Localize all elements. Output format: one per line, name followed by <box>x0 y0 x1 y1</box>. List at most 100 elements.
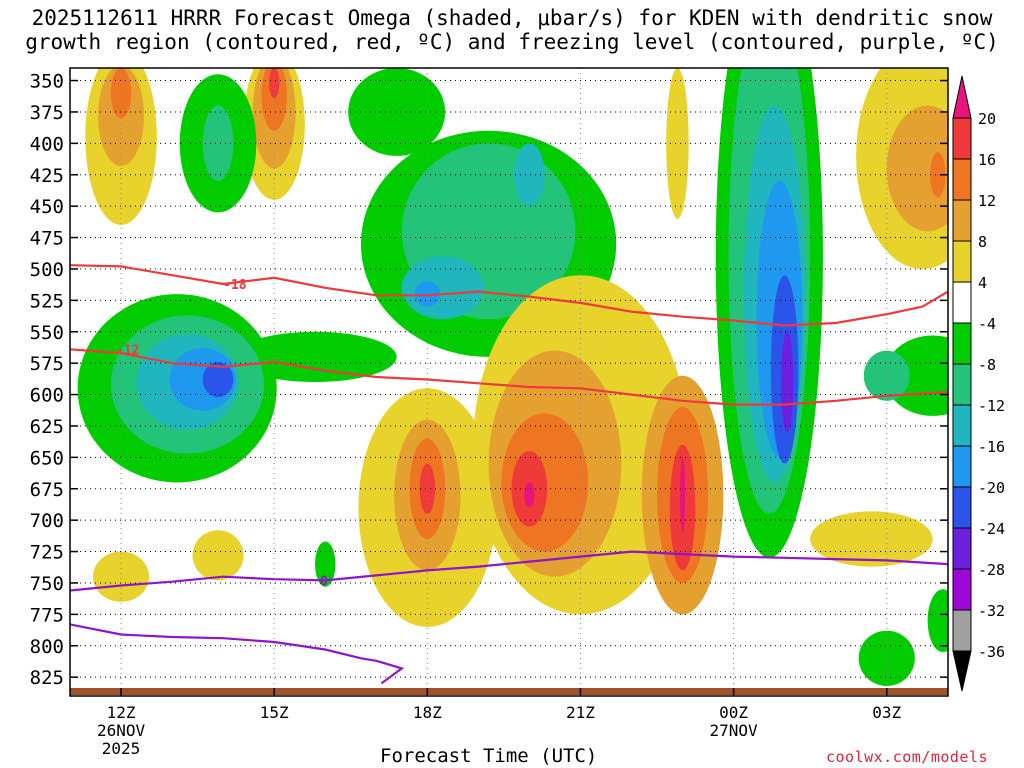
omega-shade-10-3 <box>680 457 686 533</box>
colorbar-swatch-neg_28_32 <box>952 568 972 611</box>
omega-shade-9-4 <box>524 482 535 508</box>
x-tick-label-1: 15Z <box>260 703 289 722</box>
colorbar-label-0: 20 <box>978 110 996 128</box>
colorbar-swatch-neg_16_20 <box>952 445 972 488</box>
y-tick-label-12: 650 <box>30 447 64 469</box>
colorbar-swatch-neg_8_12 <box>952 363 972 406</box>
colorbar-swatch-pos_16_20 <box>952 117 972 160</box>
colorbar-swatch-pos_12_16 <box>952 158 972 201</box>
omega-shade-4-5 <box>514 143 545 207</box>
colorbar-swatch-neg_24_28 <box>952 527 972 570</box>
y-tick-label-15: 725 <box>30 542 64 564</box>
colorbar-label-10: -24 <box>978 520 1005 538</box>
colorbar-label-12: -32 <box>978 602 1005 620</box>
chart-title: 2025112611 HRRR Forecast Omega (shaded, … <box>0 6 1024 54</box>
y-tick-label-10: 600 <box>30 385 64 407</box>
omega-shade-13-1 <box>192 530 244 581</box>
omega-shade-7-0 <box>666 68 689 219</box>
colorbar-label-7: -12 <box>978 397 1005 415</box>
y-tick-label-5: 475 <box>30 228 64 250</box>
omega-region-left-negative-blob <box>77 294 277 483</box>
omega-shade-13-0 <box>92 551 150 602</box>
y-axis: 350 375 400 425 450 475 500 525 550 575 600 625 650 6… <box>30 71 948 689</box>
omega-shade-11-5 <box>781 331 794 433</box>
y-tick-label-14: 700 <box>30 510 64 532</box>
x-tick-label-3: 21Z <box>566 703 595 722</box>
contour-line-0 <box>70 264 948 327</box>
y-tick-label-11: 625 <box>30 416 64 438</box>
omega-shade-6-2 <box>930 152 946 198</box>
omega-shade-5-4 <box>202 361 234 398</box>
omega-region-upper-left-positive <box>85 68 157 225</box>
y-tick-label-1: 375 <box>30 102 64 124</box>
contour-line-2 <box>70 550 948 592</box>
colorbar-label-3: 8 <box>978 233 987 251</box>
y-tick-label-17: 775 <box>30 604 64 626</box>
y-tick-label-2: 400 <box>30 133 64 155</box>
colorbar-swatch-neg_32_36 <box>952 609 972 652</box>
chart-title-line1: 2025112611 HRRR Forecast Omega (shaded, … <box>31 6 993 30</box>
omega-region-lower-positive-20z <box>473 275 688 615</box>
colorbar-top-triangle <box>952 75 972 119</box>
omega-shade-13-3 <box>810 511 933 567</box>
y-tick-label-9: 575 <box>30 353 64 375</box>
plot-frame <box>69 67 949 697</box>
omega-shade-13-5 <box>927 589 948 653</box>
y-tick-label-8: 550 <box>30 322 64 344</box>
x-tick-date-4: 27NOV <box>710 721 759 740</box>
colorbar-swatch-neg_4_8 <box>952 322 972 365</box>
y-tick-label-18: 800 <box>30 636 64 658</box>
contour-label-1: -12 <box>116 343 139 358</box>
colorbar-label-4: 4 <box>978 274 987 292</box>
colorbar-label-1: 16 <box>978 151 996 169</box>
colorbar-label-11: -28 <box>978 561 1005 579</box>
x-tick-date-0: 26NOV <box>97 721 146 740</box>
x-axis-label: Forecast Time (UTC) <box>380 745 598 767</box>
omega-shade-2-1 <box>202 105 234 182</box>
x-tick-label-5: 03Z <box>872 703 901 722</box>
colorbar-swatch-neg_20_24 <box>952 486 972 529</box>
colorbar-label-2: 12 <box>978 192 996 210</box>
contour-line-1 <box>70 348 948 406</box>
omega-region-thin-yellow-2300z <box>666 68 689 219</box>
contour-label-0: -18 <box>223 278 247 293</box>
y-tick-label-13: 675 <box>30 479 64 501</box>
contour-line-3 <box>70 623 405 685</box>
colorbar: 20 16 12 8 4 -4 -8 -12 -16 -20 -24 -28 -32 -36 <box>952 75 1005 692</box>
colorbar-swatch-pos_4_8 <box>952 240 972 283</box>
y-tick-label-3: 425 <box>30 165 64 187</box>
omega-shade-6-1 <box>886 105 948 232</box>
ground-terrain <box>70 688 948 695</box>
omega-region-lower-positive-23z <box>641 375 724 615</box>
omega-shade-4-3 <box>401 256 484 320</box>
colorbar-label-5: -4 <box>978 315 996 333</box>
x-tick-label-2: 18Z <box>413 703 442 722</box>
credit-text: coolwx.com/models <box>826 748 989 766</box>
y-tick-label-7: 525 <box>30 290 64 312</box>
omega-region-deep-negative-0030z <box>715 68 823 558</box>
colorbar-swatch-pos_8_12 <box>952 199 972 242</box>
colorbar-label-9: -20 <box>978 479 1005 497</box>
colorbar-label-8: -16 <box>978 438 1005 456</box>
y-tick-label-4: 450 <box>30 196 64 218</box>
y-tick-label-6: 500 <box>30 259 64 281</box>
omega-region-upper-13z-negative <box>179 74 257 213</box>
x-tick-label-4: 00Z <box>719 703 748 722</box>
colorbar-label-13: -36 <box>978 643 1005 661</box>
y-tick-label-0: 350 <box>30 71 64 93</box>
contour-label-2: 0 <box>320 574 328 589</box>
omega-region-upper-17z-negative <box>348 68 446 156</box>
colorbar-swatch-neg_12_16 <box>952 404 972 447</box>
chart-title-line2: growth region (contoured, red, ºC) and f… <box>25 30 999 54</box>
x-tick-year-0: 2025 <box>102 739 141 758</box>
colorbar-label-6: -8 <box>978 356 996 374</box>
omega-region-right-positive-upper <box>856 68 948 269</box>
omega-shading-layer <box>77 68 948 686</box>
y-tick-label-19: 825 <box>30 667 64 689</box>
omega-shade-1-2 <box>261 68 287 131</box>
omega-shade-13-2 <box>315 541 336 587</box>
contour-layer: -18 -12 0 <box>70 264 948 685</box>
omega-region-small-features <box>92 511 948 686</box>
